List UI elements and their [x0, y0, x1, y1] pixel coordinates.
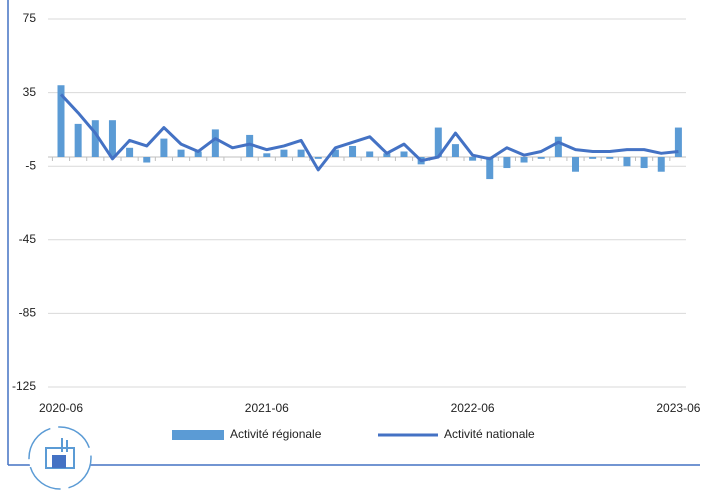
bar — [280, 149, 288, 157]
bar — [623, 157, 631, 167]
bar — [246, 134, 254, 157]
bar — [589, 157, 597, 159]
bar — [674, 127, 682, 157]
x-tick-label: 2021-06 — [245, 401, 289, 415]
bar — [297, 149, 305, 157]
bar — [314, 157, 322, 159]
x-tick-label: 2022-06 — [451, 401, 495, 415]
bar — [74, 123, 82, 157]
bar — [349, 145, 357, 157]
bar — [160, 138, 168, 157]
bar — [91, 120, 99, 157]
bar — [537, 157, 545, 159]
bar — [400, 151, 408, 157]
y-tick-label: 75 — [23, 11, 37, 25]
bar — [194, 151, 202, 157]
logo — [28, 426, 92, 490]
bar — [57, 85, 65, 157]
y-tick-label: -5 — [25, 158, 36, 172]
y-tick-label: 35 — [23, 85, 37, 99]
x-tick-label: 2023-06 — [656, 401, 700, 415]
bar — [177, 149, 185, 157]
legend-swatch — [172, 430, 224, 440]
bar — [606, 157, 614, 159]
bar — [143, 157, 151, 163]
y-tick-label: -125 — [12, 379, 36, 393]
bar — [640, 157, 648, 169]
bar — [503, 157, 511, 169]
line — [59, 93, 679, 172]
bar — [434, 127, 442, 157]
legend-label: Activité régionale — [230, 427, 322, 441]
y-tick-label: -45 — [19, 232, 37, 246]
bar — [451, 144, 459, 157]
bar — [554, 136, 562, 157]
bar — [126, 147, 134, 157]
bar — [366, 151, 374, 157]
bar — [211, 129, 219, 157]
bar — [383, 153, 391, 157]
x-tick-label: 2020-06 — [39, 401, 83, 415]
legend-label: Activité nationale — [444, 427, 535, 441]
bar — [469, 157, 477, 161]
y-tick-label: -85 — [19, 306, 37, 320]
bar — [572, 157, 579, 172]
bar — [486, 157, 494, 180]
bar — [108, 120, 116, 157]
bar — [263, 153, 271, 157]
bar — [331, 149, 339, 157]
bar — [657, 157, 665, 172]
bar — [520, 157, 528, 163]
